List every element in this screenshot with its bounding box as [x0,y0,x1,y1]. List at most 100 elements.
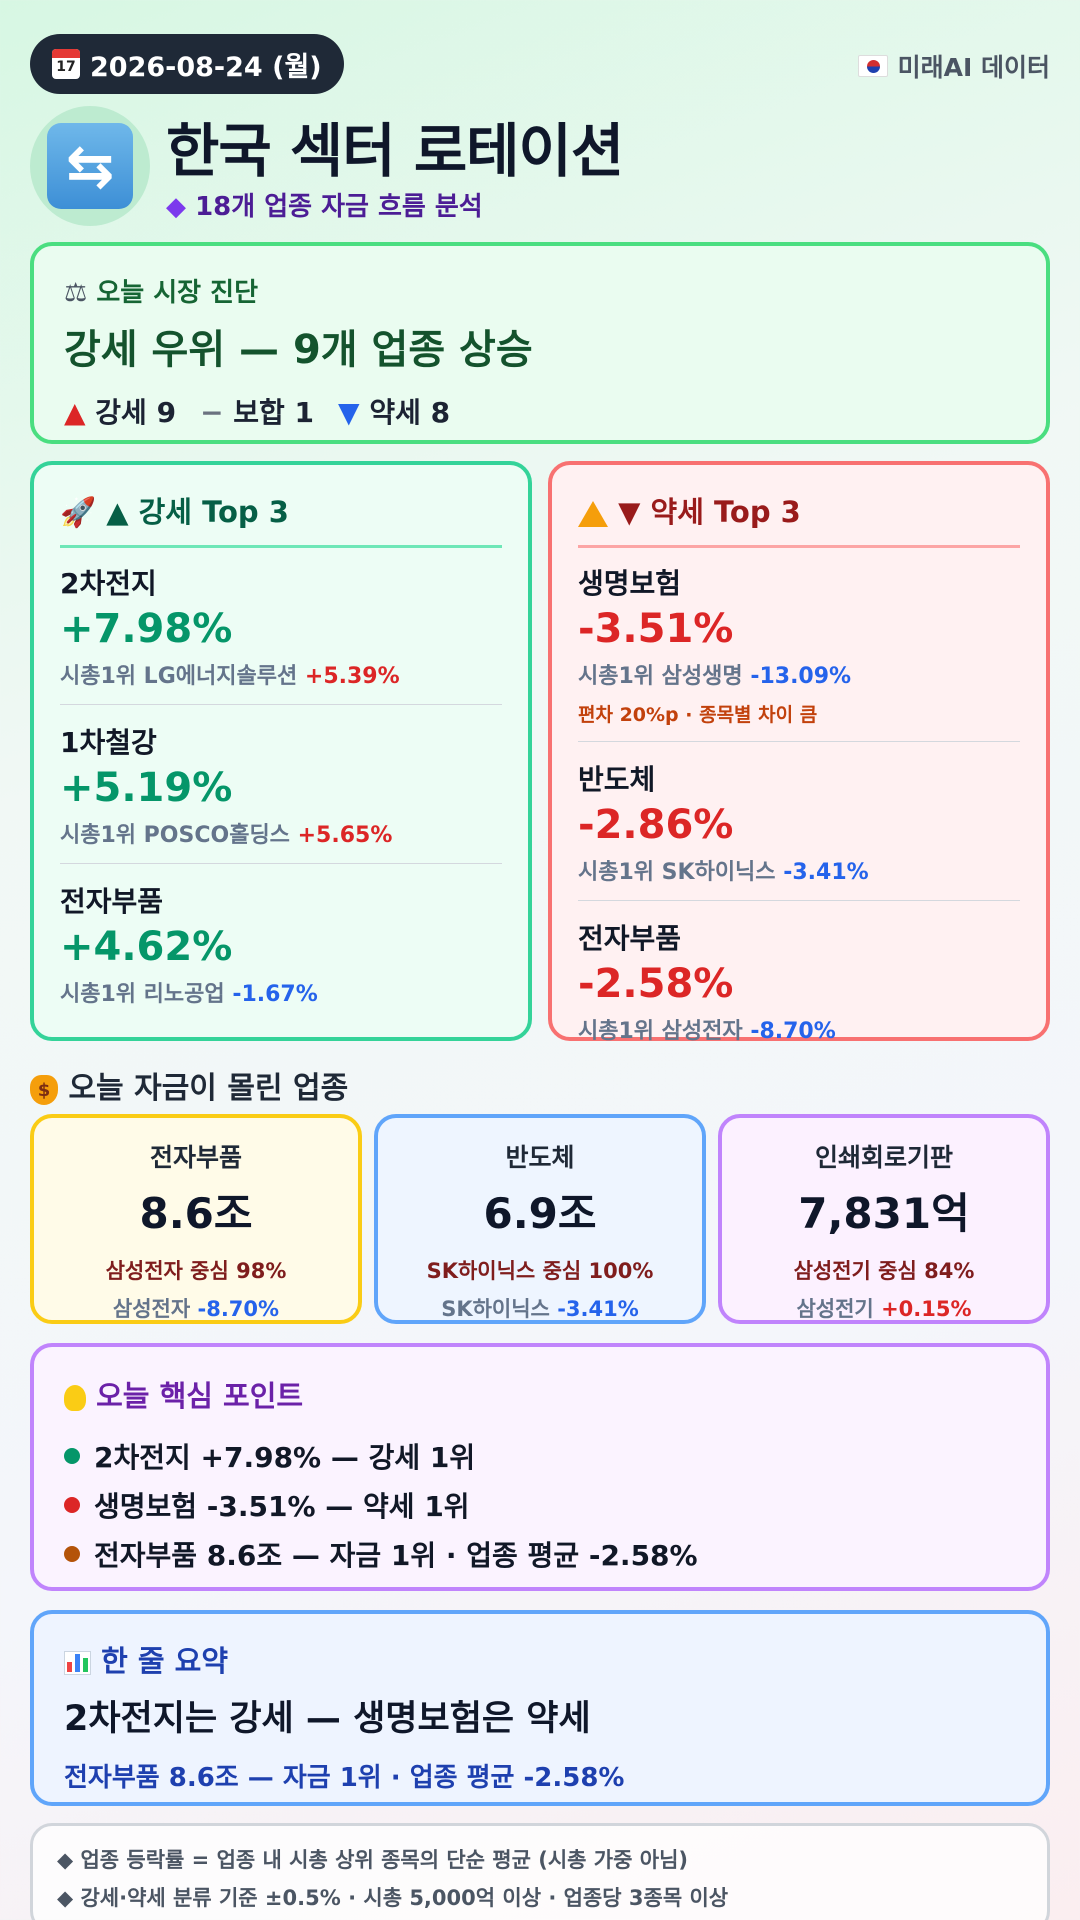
dash-icon: − [200,396,224,429]
sector-lead: 시총1위 LG에너지솔루션 +5.39% [60,658,502,690]
lead-label: 시총1위 SK하이닉스 [578,860,776,885]
lead-pct: -8.70% [750,1019,836,1044]
list-item: 생명보험 -3.51% 시총1위 삼성생명 -13.09% 편차 20%p · … [578,562,1020,742]
list-item: 1차철강 +5.19% 시총1위 POSCO홀딩스 +5.65% [60,721,502,864]
key-point: 전자부품 8.6조 — 자금 1위 · 업종 평균 -2.58% [64,1529,1016,1578]
key-point: 2차전지 +7.98% — 강세 1위 [64,1431,1016,1480]
sector-pct: -3.51% [578,606,734,652]
summary-headline: 2차전지는 강세 — 생명보험은 약세 [64,1699,591,1739]
neutral-count-text: 보합 1 [233,396,315,429]
warning-icon [578,501,608,527]
strong-count: ▲ 강세 9 [64,391,176,431]
sector-lead: 시총1위 삼성전자 -8.70% [578,1013,1020,1045]
money-card: 반도체 6.9조 SK하이닉스 중심 100% SK하이닉스 -3.41% [374,1114,706,1324]
key-point-text: 2차전지 +7.98% — 강세 1위 [94,1440,476,1474]
sector-name: 반도체 [578,763,656,796]
logo: ⇆ [30,106,150,226]
money-sector-name: 반도체 [505,1143,575,1172]
strong-top3-card: 🚀 ▲ 강세 Top 3 2차전지 +7.98% 시총1위 LG에너지솔루션 +… [30,461,532,1041]
lead-pct: -1.67% [232,982,318,1007]
lead-pct: -3.41% [783,860,869,885]
summary-title-text: 한 줄 요약 [101,1644,229,1678]
bullet-dot-icon [64,1447,80,1464]
page-subtitle: ◆ 18개 업종 자금 흐름 분석 [166,186,483,223]
source-text: 미래AI 데이터 [897,53,1050,82]
money-lead: SK하이닉스 -3.41% [378,1293,702,1323]
money-flow-title-text: 오늘 자금이 몰린 업종 [68,1071,349,1106]
money-sector-name: 인쇄회로기판 [814,1143,953,1172]
lead-label: 시총1위 리노공업 [60,982,225,1007]
sector-name: 전자부품 [578,922,682,955]
korea-flag-icon [857,55,888,77]
summary-sub: 전자부품 8.6조 — 자금 1위 · 업종 평균 -2.58% [64,1763,625,1793]
sector-name: 생명보험 [578,567,682,600]
diagnosis-headline: 강세 우위 — 9개 업종 상승 [64,327,533,373]
bar-chart-icon [64,1651,91,1675]
diagnosis-counts: ▲ 강세 9 − 보합 1 ▼ 약세 8 [64,391,1016,431]
weak-top3-card: ▼ 약세 Top 3 생명보험 -3.51% 시총1위 삼성생명 -13.09%… [548,461,1050,1044]
diagnosis-label: ⚖ 오늘 시장 진단 [64,272,1016,309]
sector-lead: 시총1위 삼성생명 -13.09% [578,658,1020,690]
summary-card: 한 줄 요약 2차전지는 강세 — 생명보험은 약세 전자부품 8.6조 — 자… [30,1610,1050,1806]
strong-top3-title-text: ▲ 강세 Top 3 [106,495,289,529]
sector-pct: +4.62% [60,924,233,970]
date-pill: 2026-08-24 (월) [30,34,344,94]
key-point-text: 전자부품 8.6조 — 자금 1위 · 업종 평균 -2.58% [94,1538,698,1572]
key-point: 생명보험 -3.51% — 약세 1위 [64,1480,1016,1529]
key-points-card: 오늘 핵심 포인트 2차전지 +7.98% — 강세 1위 생명보험 -3.51… [30,1343,1050,1591]
deviation-note: 편차 20%p · 종목별 차이 큼 [578,704,818,726]
date-text: 2026-08-24 (월) [90,51,322,83]
list-item: 2차전지 +7.98% 시총1위 LG에너지솔루션 +5.39% [60,562,502,705]
key-points-title-text: 오늘 핵심 포인트 [96,1379,304,1413]
money-value: 7,831억 [798,1189,970,1238]
strong-count-text: 강세 9 [95,396,177,429]
scale-icon: ⚖ [64,278,88,308]
down-triangle-icon: ▼ [338,396,360,429]
money-sector-name: 전자부품 [149,1143,242,1172]
market-diagnosis-card: ⚖ 오늘 시장 진단 강세 우위 — 9개 업종 상승 ▲ 강세 9 − 보합 … [30,242,1050,444]
bullet-dot-icon [64,1496,80,1513]
list-item: 전자부품 -2.58% 시총1위 삼성전자 -8.70% [578,917,1020,1059]
weak-count: ▼ 약세 8 [338,391,450,431]
lead-label: 시총1위 삼성생명 [578,664,743,689]
page-title: 한국 섹터 로테이션 [166,117,624,185]
lead-label: 삼성전기 [796,1297,874,1321]
money-focus: 삼성전자 중심 98% [105,1259,287,1283]
weak-top3-title-text: ▼ 약세 Top 3 [618,495,801,529]
lead-pct: +5.65% [297,823,393,848]
diagnosis-label-text: 오늘 시장 진단 [96,278,258,308]
money-lead: 삼성전자 -8.70% [34,1293,358,1323]
lead-pct: +5.39% [304,664,400,689]
money-focus: 삼성전기 중심 84% [793,1259,975,1283]
money-value: 6.9조 [483,1189,597,1238]
footnote: ◆ 업종 등락률 = 업종 내 시총 상위 종목의 단순 평균 (시총 가중 아… [57,1848,688,1872]
lead-label: 시총1위 삼성전자 [578,1019,743,1044]
weak-count-text: 약세 8 [369,396,451,429]
sector-name: 전자부품 [60,885,164,918]
sector-name: 1차철강 [60,726,157,759]
money-focus: SK하이닉스 중심 100% [426,1259,654,1283]
money-lead: 삼성전기 +0.15% [722,1293,1046,1323]
sector-pct: -2.58% [578,961,734,1007]
sector-pct: -2.86% [578,802,734,848]
lightbulb-icon [64,1385,86,1411]
money-value: 8.6조 [139,1189,253,1238]
strong-top3-title: 🚀 ▲ 강세 Top 3 [60,489,502,548]
diamond-icon: ◆ [166,192,186,222]
sector-name: 2차전지 [60,567,157,600]
money-flow-title: $ 오늘 자금이 몰린 업종 [30,1063,348,1107]
key-points-title: 오늘 핵심 포인트 [64,1373,1016,1415]
sector-lead: 시총1위 리노공업 -1.67% [60,976,502,1008]
sector-pct: +7.98% [60,606,233,652]
neutral-count: − 보합 1 [200,391,314,431]
lead-label: 시총1위 POSCO홀딩스 [60,823,290,848]
list-item: 전자부품 +4.62% 시총1위 리노공업 -1.67% [60,880,502,1022]
rotation-arrows-icon: ⇆ [47,123,133,209]
sector-lead: 시총1위 SK하이닉스 -3.41% [578,854,1020,886]
data-source: 미래AI 데이터 [857,48,1050,84]
bullet-dot-icon [64,1545,80,1562]
money-card: 전자부품 8.6조 삼성전자 중심 98% 삼성전자 -8.70% [30,1114,362,1324]
footnote: ◆ 강세·약세 분류 기준 ±0.5% · 시총 5,000억 이상 · 업종당… [57,1886,729,1910]
lead-pct: -8.70% [197,1297,280,1321]
up-triangle-icon: ▲ [64,396,86,429]
